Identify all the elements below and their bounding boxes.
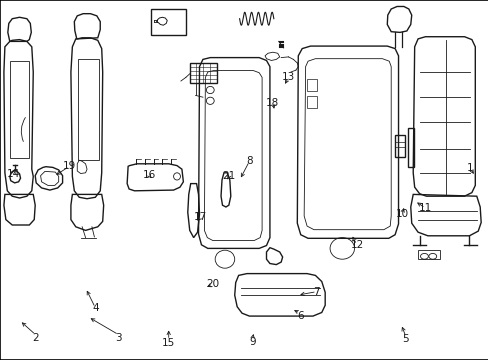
Text: 3: 3	[115, 333, 122, 343]
Bar	[417, 250, 439, 259]
Text: 6: 6	[296, 311, 303, 321]
Text: 10: 10	[395, 209, 407, 219]
Text: 8: 8	[245, 156, 252, 166]
Bar	[78, 59, 99, 160]
Text: 11: 11	[418, 203, 431, 213]
Bar	[306, 79, 316, 91]
Text: 9: 9	[248, 337, 255, 347]
Bar	[407, 128, 413, 167]
Text: 5: 5	[402, 334, 408, 344]
Text: 21: 21	[222, 171, 235, 181]
Bar	[189, 63, 216, 83]
Text: 2: 2	[32, 333, 39, 343]
Text: 12: 12	[349, 240, 363, 250]
Bar	[10, 61, 29, 158]
Text: 17: 17	[193, 212, 207, 222]
Text: 19: 19	[62, 161, 76, 171]
Text: 14: 14	[7, 168, 20, 179]
Text: 13: 13	[281, 72, 295, 82]
Text: 7: 7	[313, 287, 320, 297]
Text: 20: 20	[206, 279, 219, 289]
Bar	[306, 96, 316, 108]
Text: 18: 18	[265, 98, 279, 108]
Text: 15: 15	[162, 338, 175, 348]
Bar	[394, 135, 404, 157]
Text: 1: 1	[466, 163, 473, 174]
Text: 4: 4	[92, 303, 99, 313]
Text: 16: 16	[142, 170, 156, 180]
Bar	[150, 9, 185, 35]
